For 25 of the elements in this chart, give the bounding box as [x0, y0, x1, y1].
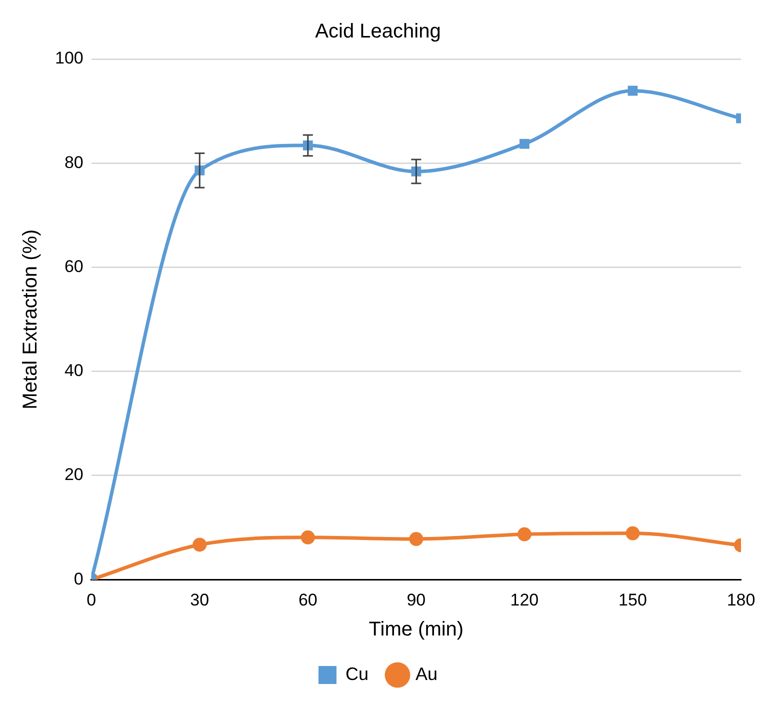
point: [517, 527, 532, 542]
point: [520, 138, 530, 149]
x-tick-label: 60: [298, 590, 318, 610]
point: [300, 530, 315, 544]
x-tick-label: 180: [726, 590, 756, 610]
y-tick-label: 20: [64, 465, 84, 484]
x-tick-label: 150: [618, 590, 647, 610]
x-axis-title: Time (min): [368, 618, 464, 641]
y-tick-label: 60: [64, 256, 84, 276]
point: [409, 532, 424, 546]
point: [192, 538, 207, 552]
y-axis-title: Metal Extraction (%): [20, 229, 42, 410]
y-tick-label: 0: [74, 569, 84, 588]
y-tick-label: 100: [54, 48, 84, 68]
x-tick-label: 30: [190, 590, 210, 610]
legend-label: Cu: [345, 664, 368, 684]
x-tick-label: 120: [510, 590, 539, 610]
legend-label: Au: [415, 664, 438, 684]
x-tick-label: 0: [86, 590, 96, 610]
y-tick-label: 80: [64, 152, 84, 172]
point: [628, 86, 638, 96]
x-tick-label: 90: [406, 590, 426, 610]
y-tick-label: 40: [64, 361, 84, 380]
chart-title: Acid Leaching: [315, 20, 441, 43]
point: [626, 526, 640, 540]
